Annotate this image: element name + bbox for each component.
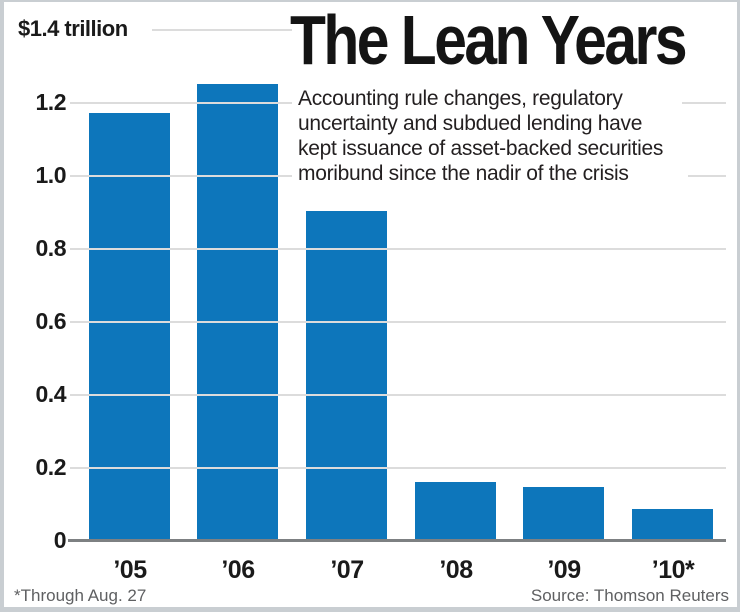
source-credit: Source: Thomson Reuters bbox=[530, 586, 729, 605]
gridline bbox=[70, 248, 726, 250]
x-tick-label: ’08 bbox=[439, 556, 473, 584]
chart-subtitle: Accounting rule changes, regulatory unce… bbox=[298, 86, 663, 186]
subtitle-line: kept issuance of asset-backed securities bbox=[298, 137, 664, 160]
y-tick-label: 1.2 bbox=[35, 89, 67, 115]
x-axis-line bbox=[68, 539, 726, 542]
x-tick-label: ’09 bbox=[547, 556, 581, 584]
gridline-1-4 bbox=[152, 29, 292, 31]
gridline bbox=[682, 102, 726, 104]
bar-08 bbox=[415, 482, 496, 540]
bar-06 bbox=[197, 84, 278, 540]
x-tick-label: ’10* bbox=[651, 556, 695, 584]
gridline bbox=[688, 175, 726, 177]
y-tick-label: 0.8 bbox=[35, 235, 67, 261]
bar-07 bbox=[306, 211, 387, 540]
gridline bbox=[70, 467, 726, 469]
bar-05 bbox=[89, 113, 170, 540]
bar-10 bbox=[632, 509, 713, 540]
x-tick-label: ’07 bbox=[330, 556, 364, 584]
chart-title: The Lean Years bbox=[290, 1, 688, 79]
x-tick-label: ’06 bbox=[221, 556, 255, 584]
subtitle-line: moribund since the nadir of the crisis bbox=[298, 162, 629, 185]
gridline bbox=[70, 175, 292, 177]
x-tick-label: ’05 bbox=[113, 556, 147, 584]
y-tick-label: 0.6 bbox=[35, 308, 67, 334]
gridline bbox=[70, 102, 292, 104]
y-tick-label: 0 bbox=[53, 527, 67, 553]
gridline bbox=[70, 394, 726, 396]
y-tick-label: 1.0 bbox=[35, 162, 67, 188]
y-tick-label: 0.2 bbox=[35, 454, 67, 480]
bar-09 bbox=[523, 487, 604, 540]
y-axis-max-label: $1.4 trillion bbox=[18, 16, 128, 41]
subtitle-line: uncertainty and subdued lending have bbox=[298, 112, 643, 135]
gridline bbox=[70, 321, 726, 323]
y-tick-label: 0.4 bbox=[35, 381, 67, 407]
footnote: *Through Aug. 27 bbox=[14, 586, 147, 605]
subtitle-line: Accounting rule changes, regulatory bbox=[298, 87, 623, 110]
